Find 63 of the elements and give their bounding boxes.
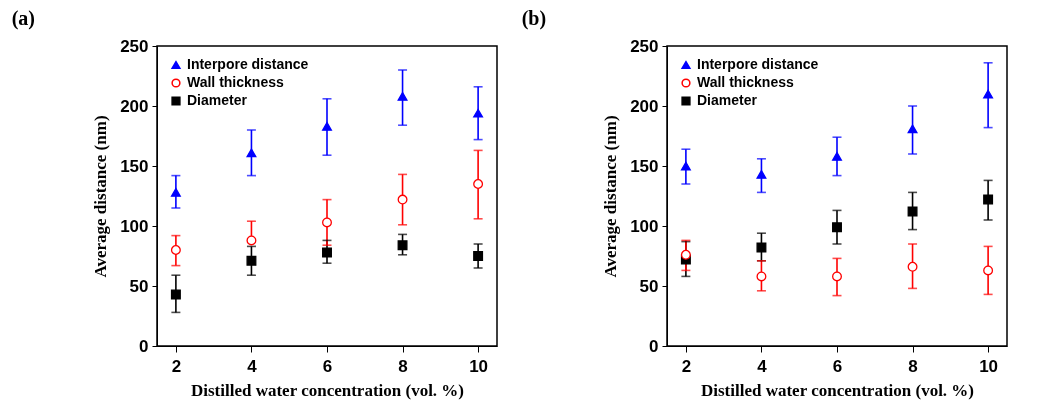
point [397, 92, 408, 101]
point [832, 271, 842, 282]
point [983, 194, 994, 205]
y-tick-label: 100 [630, 216, 659, 236]
x-axis-title: Distilled water concentration (vol. %) [700, 380, 975, 400]
point [322, 122, 332, 131]
x-axis-title: Distilled water concentration (vol. %) [190, 380, 465, 400]
y-axis-title: Average distance (nm) [91, 115, 111, 278]
point [397, 194, 408, 205]
chart-title: (a) [11, 7, 35, 30]
y-tick-label: 250 [120, 36, 149, 56]
point [832, 222, 842, 233]
point [983, 265, 994, 276]
point [246, 255, 257, 266]
y-tick-label: 200 [630, 96, 659, 116]
point [907, 124, 918, 134]
x-tick-label: 8 [908, 356, 918, 376]
point [246, 235, 257, 246]
point [246, 148, 257, 158]
legend-label: Wall thickness [697, 74, 794, 90]
y-tick-label: 150 [120, 156, 149, 176]
point [832, 152, 842, 161]
point [397, 240, 408, 251]
x-tick-label: 10 [469, 356, 489, 376]
x-tick-label: 4 [247, 356, 258, 376]
x-tick-label: 4 [757, 356, 768, 376]
x-tick-label: 6 [832, 356, 843, 376]
point [907, 261, 918, 272]
x-tick-label: 2 [171, 356, 182, 376]
x-tick-label: 10 [979, 356, 999, 376]
y-tick-label: 50 [639, 276, 659, 296]
y-axis-title: Average distance (nm) [601, 115, 621, 278]
point [322, 247, 332, 258]
point [473, 251, 484, 261]
point [170, 188, 181, 197]
x-tick-label: 6 [322, 356, 333, 376]
point [756, 170, 767, 179]
y-tick-label: 0 [649, 336, 659, 356]
point [983, 89, 994, 99]
x-tick-label: 2 [681, 356, 692, 376]
legend-label: Wall thickness [187, 74, 284, 90]
legend-label: Interpore distance [697, 56, 819, 72]
chart-title: (b) [521, 7, 547, 30]
y-tick-label: 100 [120, 216, 149, 236]
point [170, 289, 181, 300]
x-tick-label: 8 [398, 356, 408, 376]
y-tick-label: 200 [120, 96, 149, 116]
y-tick-label: 250 [630, 36, 659, 56]
point [473, 179, 484, 189]
legend-label: Interpore distance [187, 56, 309, 72]
point [322, 217, 332, 228]
point [170, 245, 181, 255]
point [907, 206, 918, 217]
y-tick-label: 50 [129, 276, 149, 296]
point [756, 271, 767, 282]
y-tick-label: 150 [630, 156, 659, 176]
legend-label: Diameter [697, 92, 758, 108]
y-tick-label: 0 [139, 336, 149, 356]
point [680, 161, 691, 171]
point [680, 249, 691, 260]
point [756, 242, 767, 253]
point [473, 108, 484, 118]
legend-label: Diameter [187, 92, 248, 108]
